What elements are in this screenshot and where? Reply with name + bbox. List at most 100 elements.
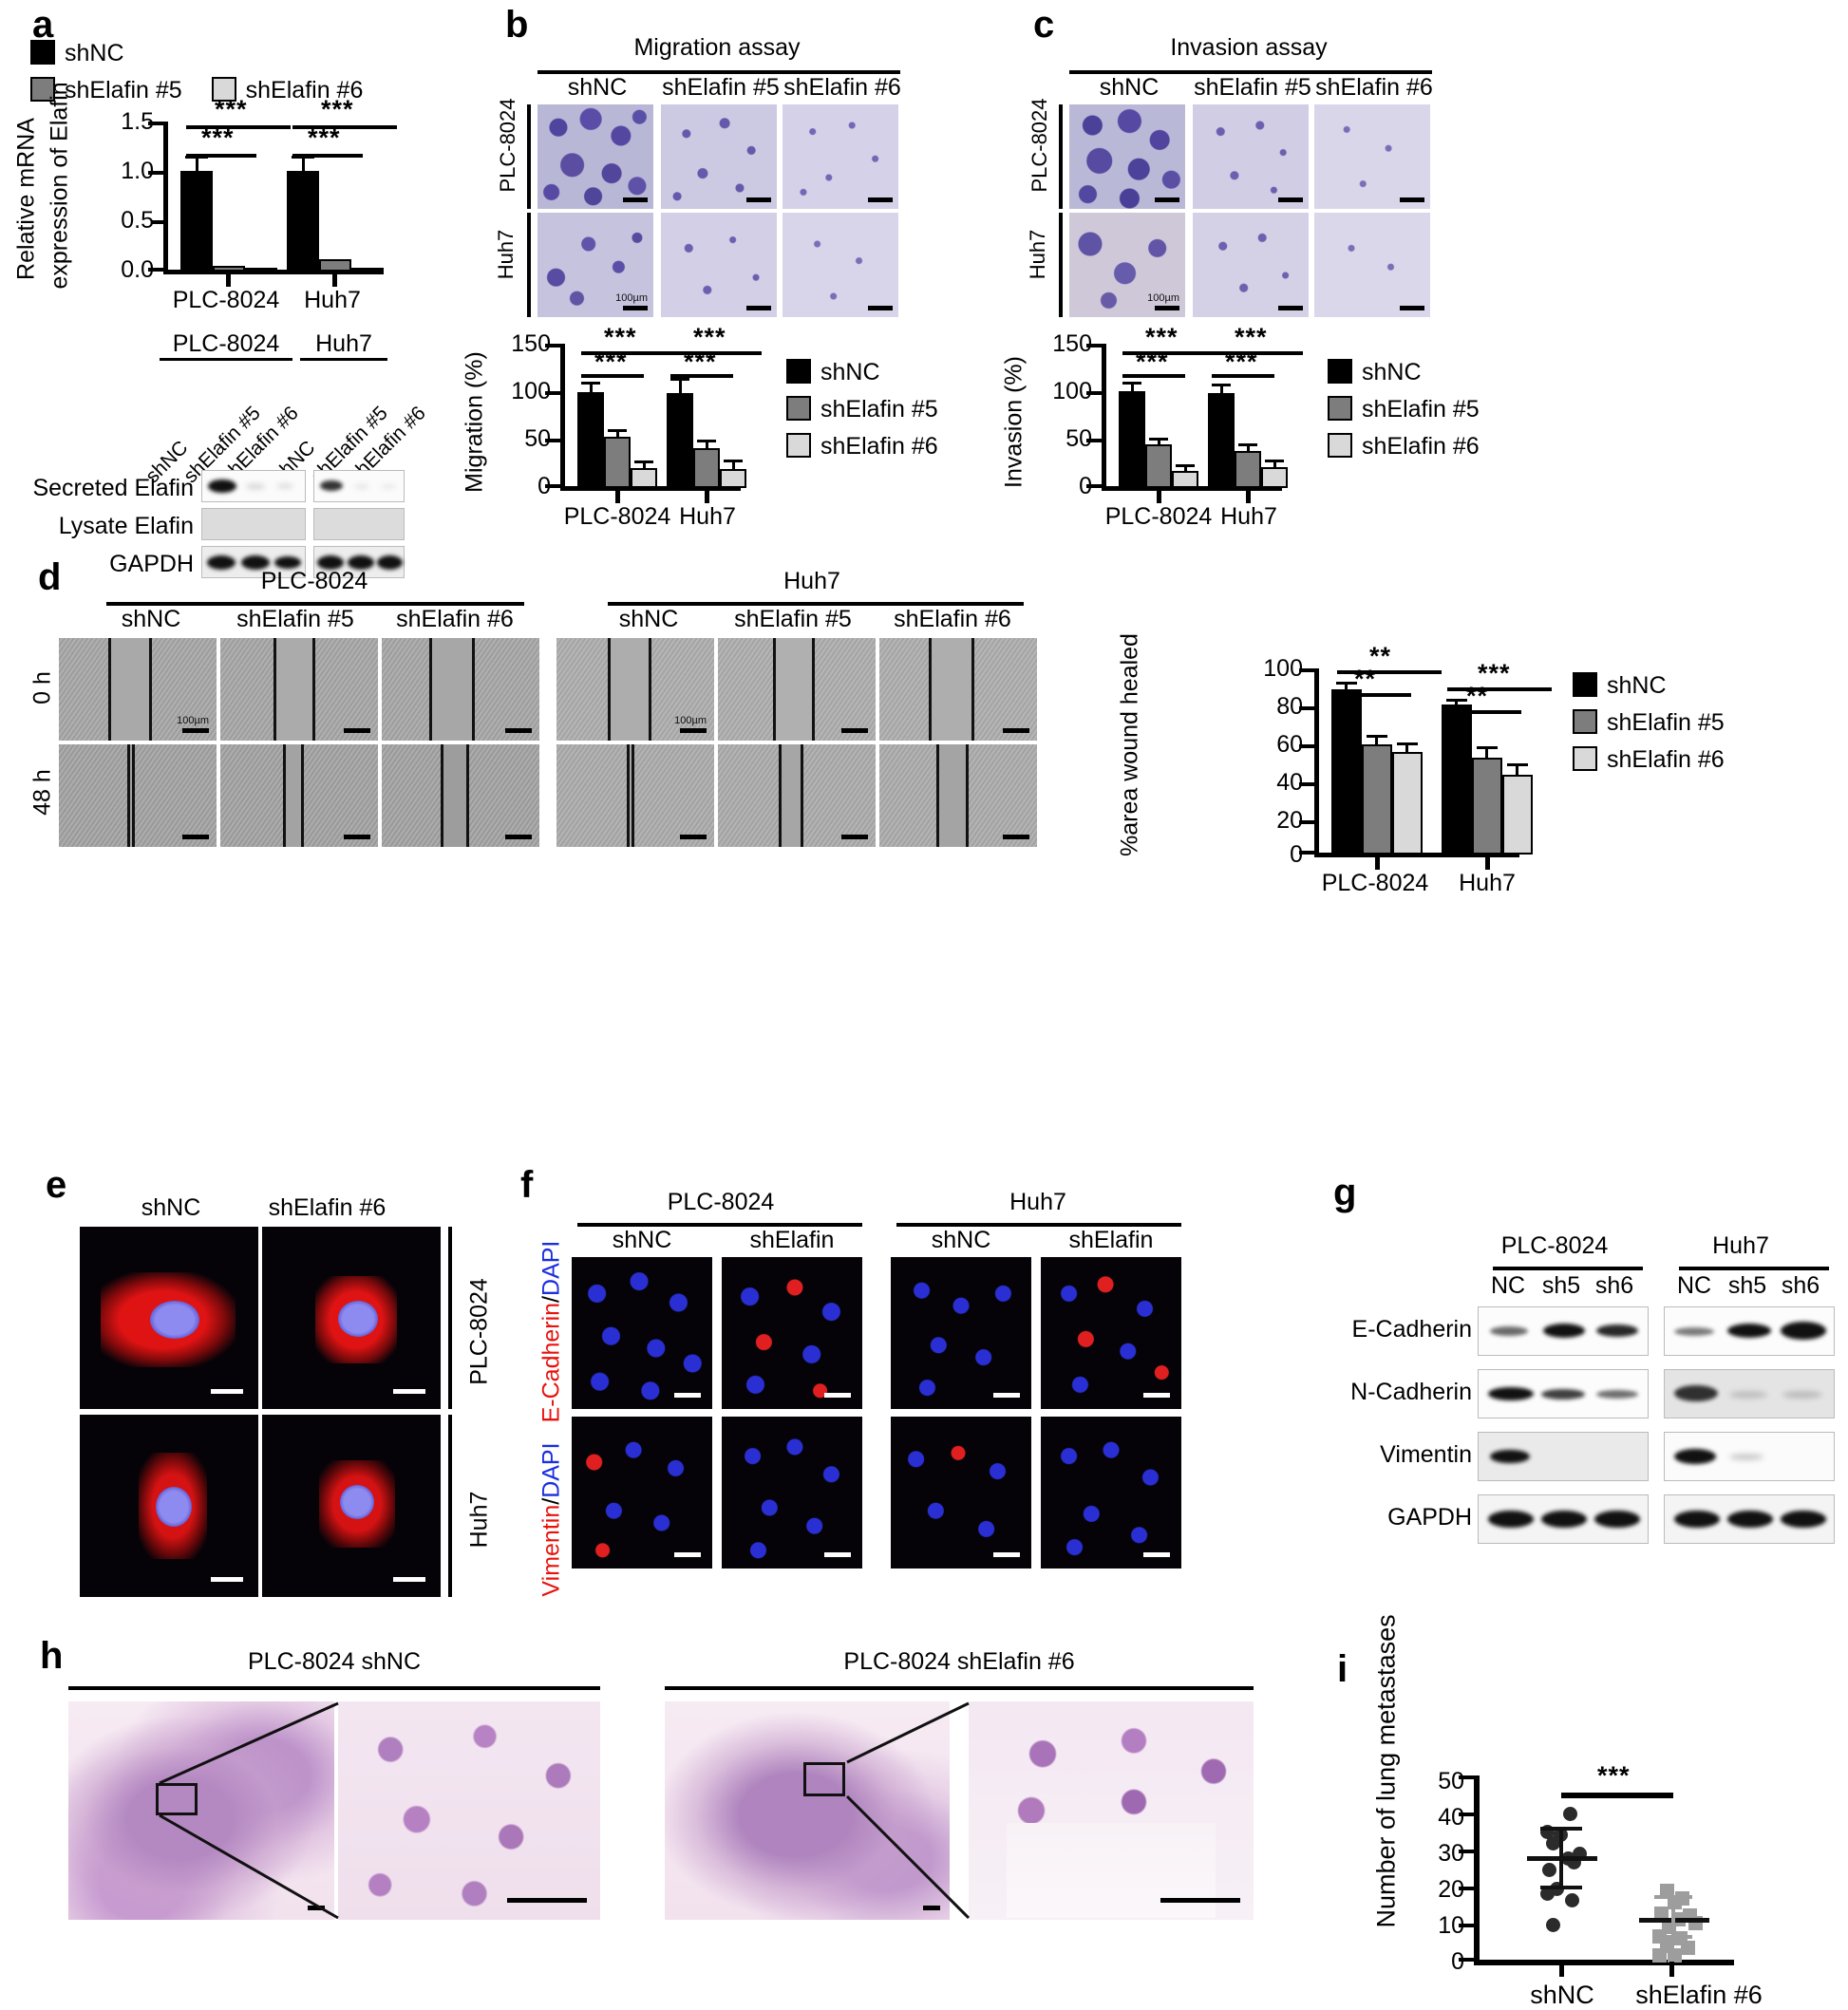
panel-d-legend-label-shnc: shNC bbox=[1607, 672, 1667, 699]
panel-g-blot-ecad-plc bbox=[1478, 1306, 1649, 1356]
panel-b-image-plc-shnc bbox=[537, 104, 653, 209]
panel-b-image-huh-sh5 bbox=[661, 213, 777, 317]
panel-i-sig: *** bbox=[1597, 1761, 1631, 1790]
panel-a-sigline-huh-inner bbox=[292, 154, 363, 158]
panel-b-chart: Migration (%) 150 100 50 0 *** *** *** *… bbox=[408, 323, 938, 551]
panel-d-ytick-80: 80 bbox=[1276, 693, 1303, 720]
panel-b-bar-huh-sh6 bbox=[720, 469, 746, 488]
panel-f-stain-vim: Vimentin/DAPI bbox=[538, 1411, 566, 1629]
panel-a-ylabel-line1: Relative mRNA bbox=[12, 118, 40, 280]
panel-b-ytick-50: 50 bbox=[524, 425, 551, 452]
panel-b-errcap-plc-shnc bbox=[581, 382, 600, 385]
panel-i-ytick-30: 30 bbox=[1438, 1840, 1464, 1867]
panel-g-row-vim: Vimentin bbox=[1380, 1441, 1472, 1468]
panel-d-sigline-huh-outer bbox=[1447, 687, 1552, 691]
panel-a-tick-0_5 bbox=[151, 220, 163, 224]
panel-b-swatch-sh6 bbox=[786, 433, 811, 458]
panel-d-bar-huh-sh5 bbox=[1472, 758, 1502, 855]
panel-d-sig-huh-outer: *** bbox=[1478, 659, 1511, 687]
legend-item-sh5-sh6: shElafin #5 shElafin #6 bbox=[30, 77, 363, 104]
panel-b-xtick-plc bbox=[615, 488, 620, 503]
panel-i-xlabel-shnc: shNC bbox=[1530, 1981, 1594, 2009]
panel-c-bar-plc-sh6 bbox=[1172, 471, 1198, 488]
panel-g-blot-ncad-plc bbox=[1478, 1369, 1649, 1418]
panel-b-image-huh-sh6 bbox=[783, 213, 898, 317]
panel-d-image-48h-plc-shnc bbox=[59, 744, 217, 847]
panel-i-point-shnc bbox=[1563, 1807, 1577, 1821]
panel-c-col-shnc: shNC bbox=[1099, 74, 1160, 101]
panel-d-y-axis bbox=[1314, 668, 1319, 855]
panel-c-y-axis bbox=[1102, 344, 1106, 488]
panel-c-swatch-sh5 bbox=[1328, 396, 1352, 421]
panel-d-col-4: shNC bbox=[618, 606, 679, 632]
panel-b-sigline-huh-inner bbox=[670, 374, 733, 378]
panel-f-col-4: shElafin bbox=[1068, 1227, 1154, 1253]
panel-c-errcap-huh-shnc bbox=[1212, 384, 1231, 386]
panel-a-sigline-plc-inner bbox=[186, 154, 256, 158]
panel-c-row-label-huh: Huh7 bbox=[1026, 229, 1049, 280]
panel-b-bar-plc-sh6 bbox=[631, 468, 657, 488]
panel-d-err-huh-sh6 bbox=[1516, 763, 1518, 777]
panel-b-image-huh-shnc: 100µm bbox=[537, 213, 653, 317]
panel-b-legend-sh5: shElafin #5 bbox=[786, 396, 938, 423]
panel-b-sig-huh-inner: *** bbox=[684, 348, 717, 376]
panel-g-cell-plc-rule bbox=[1493, 1267, 1643, 1270]
panel-g-lane-plc-nc: NC bbox=[1490, 1272, 1526, 1299]
panel-i-sd-sh6 bbox=[1671, 1895, 1675, 1939]
panel-a-blot-header-huh: Huh7 bbox=[300, 330, 387, 361]
panel-i-sd-cap-lower-sh6 bbox=[1654, 1935, 1692, 1939]
panel-d-bar-plc-sh5 bbox=[1362, 744, 1392, 855]
panel-i-tick-20 bbox=[1459, 1887, 1478, 1890]
panel-d-image-48h-plc-sh5 bbox=[220, 744, 378, 847]
panel-c-err-plc-sh6 bbox=[1184, 464, 1187, 473]
panel-c-legend-label-sh5: shElafin #5 bbox=[1362, 396, 1480, 423]
panel-label-b: b bbox=[505, 4, 529, 46]
panel-c-sig-huh-outer: *** bbox=[1235, 323, 1268, 351]
panel-b-row-label-huh: Huh7 bbox=[494, 229, 518, 280]
panel-f-sep-2: / bbox=[537, 1497, 565, 1505]
panel-b-col-sh5: shElafin #5 bbox=[662, 74, 780, 101]
panel-i-x-axis bbox=[1474, 1960, 1734, 1965]
panel-g-row-ncad: N-Cadherin bbox=[1350, 1379, 1472, 1405]
panel-c-bar-huh-sh5 bbox=[1235, 451, 1261, 488]
panel-b-swatch-sh5 bbox=[786, 396, 811, 421]
panel-d-xtick-huh bbox=[1485, 855, 1490, 870]
panel-c-bar-huh-sh6 bbox=[1261, 467, 1288, 488]
panel-g-blot-vim-huh bbox=[1664, 1432, 1835, 1481]
legend-label-shnc: shNC bbox=[65, 40, 124, 66]
panel-g-cell-huh-rule bbox=[1679, 1267, 1829, 1270]
panel-d-sig-plc-outer: ** bbox=[1369, 642, 1392, 670]
panel-a-legend: shNC shElafin #5 shElafin #6 bbox=[30, 40, 363, 114]
panel-f-col-3: shNC bbox=[931, 1227, 991, 1253]
panel-a-sig-huh-outer: *** bbox=[321, 95, 354, 123]
panel-d-bar-plc-shnc bbox=[1331, 689, 1362, 855]
panel-c-tick-50 bbox=[1086, 439, 1105, 442]
panel-h-image-sh6-zoom bbox=[969, 1701, 1254, 1920]
panel-c-errcap-plc-sh5 bbox=[1149, 438, 1168, 441]
panel-b-y-axis bbox=[560, 344, 565, 488]
panel-c-row-label-plc: PLC-8024 bbox=[1028, 98, 1051, 193]
panel-h-title-sh6-rule bbox=[665, 1686, 1254, 1690]
panel-h-image-sh6-overview bbox=[665, 1701, 950, 1920]
panel-a-blot-row-lysate: Lysate Elafin bbox=[58, 513, 194, 539]
panel-c-scale-label: 100µm bbox=[1147, 292, 1179, 304]
panel-c-title-rule bbox=[1069, 70, 1432, 74]
panel-d-err-plc-shnc bbox=[1345, 682, 1348, 691]
panel-b-col-shnc: shNC bbox=[567, 74, 628, 101]
panel-f-stain-blue-1: DAPI bbox=[537, 1240, 565, 1296]
panel-b-legend-sh6: shElafin #6 bbox=[786, 433, 938, 460]
panel-g-lane-huh-nc: NC bbox=[1676, 1272, 1712, 1299]
panel-a-ylabel-line2: expression of Elafin bbox=[46, 82, 73, 290]
panel-i-point-sh6 bbox=[1652, 1948, 1667, 1963]
panel-b-bar-plc-shnc bbox=[577, 392, 604, 488]
panel-a-blotbox-secreted-left bbox=[201, 470, 306, 502]
panel-c-image-plc-sh6 bbox=[1314, 104, 1430, 209]
panel-d-sig-plc-inner: ** bbox=[1354, 665, 1377, 693]
panel-e-row-bracket-plc bbox=[448, 1227, 452, 1409]
legend-item-shnc: shNC bbox=[30, 40, 363, 67]
panel-i-ytick-10: 10 bbox=[1438, 1912, 1464, 1939]
panel-d-ytick-100: 100 bbox=[1263, 655, 1303, 682]
legend-swatch-sh6 bbox=[211, 77, 236, 102]
panel-b-err-huh-sh5 bbox=[706, 440, 708, 450]
panel-b-col-sh6: shElafin #6 bbox=[783, 74, 901, 101]
